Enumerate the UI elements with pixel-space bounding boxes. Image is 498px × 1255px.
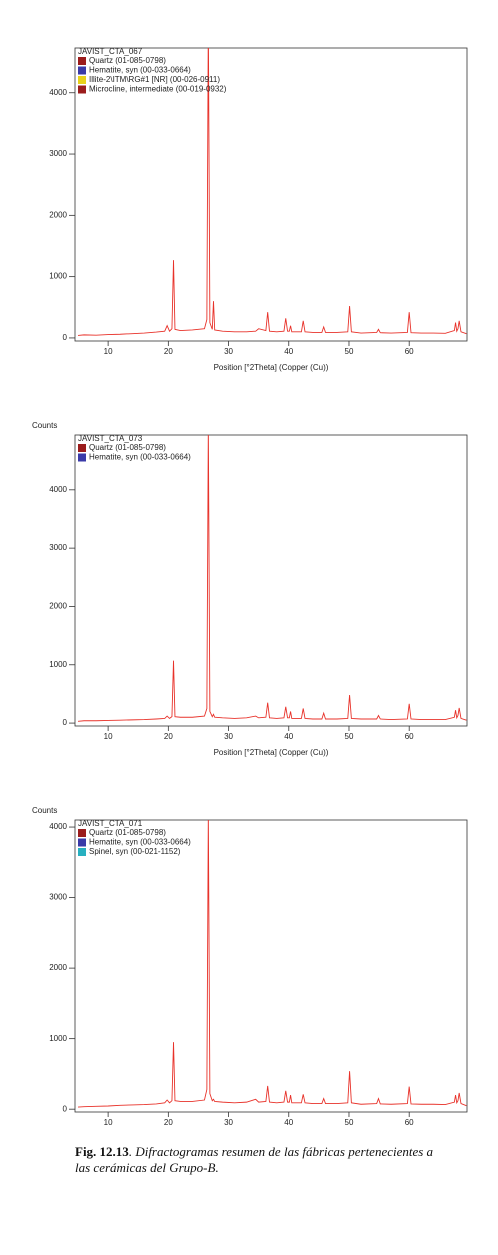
legend-title: JAVIST_CTA_067	[78, 47, 143, 56]
y-tick-label: 2000	[49, 210, 67, 219]
y-tick-label: 0	[63, 1104, 68, 1113]
legend-entry: Hematite, syn (00-033-0664)	[89, 453, 191, 462]
legend-swatch	[78, 85, 86, 94]
x-axis-label: Position [°2Theta] (Copper (Cu))	[214, 748, 329, 757]
x-tick-label: 30	[224, 1118, 233, 1127]
plot-frame	[74, 434, 468, 727]
plot-frame	[74, 47, 468, 342]
y-tick-label: 4000	[49, 485, 67, 494]
legend-title: JAVIST_CTA_071	[78, 819, 143, 828]
chart: Counts 0 1000 2000 3000 4000 10 20 30 40 50 60 Posit…	[32, 421, 468, 757]
x-tick-label: 60	[405, 732, 414, 741]
y-axis-label: Counts	[32, 806, 57, 815]
figure-caption: Fig. 12.13. Difractogramas resumen de la…	[75, 1144, 435, 1176]
legend-entry: Quartz (01-085-0798)	[89, 443, 166, 452]
x-tick-label: 50	[345, 732, 354, 741]
legend-swatch	[78, 76, 86, 84]
caption-label: Fig. 12.13	[75, 1144, 129, 1159]
x-tick-label: 40	[284, 347, 293, 356]
x-tick-label: 10	[104, 1118, 113, 1127]
x-tick-label: 40	[284, 1118, 293, 1127]
legend-entry: Hematite, syn (00-033-0664)	[89, 838, 191, 847]
legend-entry: Quartz (01-085-0798)	[89, 56, 166, 65]
x-tick-label: 20	[164, 347, 173, 356]
legend-swatch	[78, 848, 86, 856]
diffraction-line	[77, 48, 467, 336]
x-tick-label: 40	[284, 732, 293, 741]
legend-swatch	[78, 444, 86, 452]
y-tick-label: 4000	[49, 88, 67, 97]
legend-entry: Quartz (01-085-0798)	[89, 828, 166, 837]
y-tick-label: 2000	[49, 963, 67, 972]
legend-swatch	[78, 838, 86, 847]
legend-swatch	[78, 829, 86, 837]
x-tick-label: 30	[224, 732, 233, 741]
chart: 0 1000 2000 3000 4000 10 20 30 40 50 60 Position [°…	[49, 47, 468, 372]
y-tick-label: 0	[63, 333, 68, 342]
legend-title: JAVIST_CTA_073	[78, 434, 143, 443]
x-tick-label: 60	[405, 347, 414, 356]
y-tick-label: 3000	[49, 543, 67, 552]
caption-text: . Difractogramas resumen de las fábricas…	[75, 1144, 434, 1175]
legend-swatch	[78, 66, 86, 75]
y-tick-label: 1000	[49, 660, 67, 669]
x-tick-label: 30	[224, 347, 233, 356]
y-tick-label: 0	[63, 718, 68, 727]
legend-swatch	[78, 453, 86, 462]
diffraction-line	[77, 435, 467, 722]
legend-entry: Illite-2\ITM\RG#1 [NR] (00-026-0911)	[89, 75, 220, 84]
legend-entry: Hematite, syn (00-033-0664)	[89, 66, 191, 75]
chart: Counts01000200030004000102030405060Posit…	[32, 806, 468, 1143]
y-tick-label: 2000	[49, 602, 67, 611]
x-tick-label: 50	[345, 347, 354, 356]
y-tick-label: 1000	[49, 1034, 67, 1043]
legend-swatch	[78, 57, 86, 65]
y-tick-label: 4000	[49, 822, 67, 831]
x-tick-label: 10	[104, 347, 113, 356]
x-tick-label: 10	[104, 732, 113, 741]
legend-entry: Spinel, syn (00-021-1152)	[89, 847, 181, 856]
y-axis-label: Counts	[32, 421, 57, 430]
x-tick-label: 20	[164, 1118, 173, 1127]
diffraction-line	[77, 820, 467, 1108]
y-tick-label: 1000	[49, 272, 67, 281]
x-axis-label: Position [°2Theta] (Copper (Cu))	[214, 363, 329, 372]
x-tick-label: 60	[405, 1118, 414, 1127]
x-tick-label: 50	[345, 1118, 354, 1127]
y-tick-label: 3000	[49, 149, 67, 158]
plot-frame	[74, 819, 468, 1113]
x-tick-label: 20	[164, 732, 173, 741]
y-tick-label: 3000	[49, 893, 67, 902]
legend-entry: Microcline, intermediate (00-019-0932)	[89, 85, 227, 94]
